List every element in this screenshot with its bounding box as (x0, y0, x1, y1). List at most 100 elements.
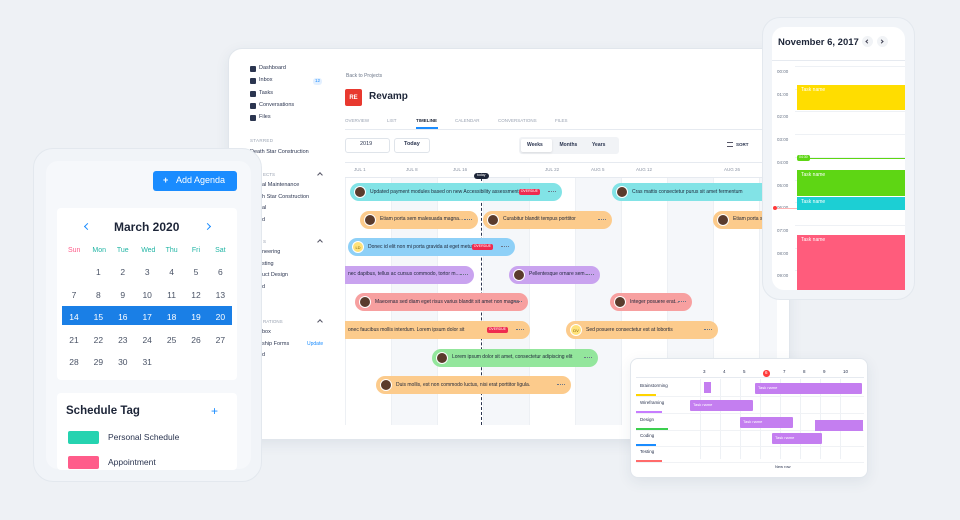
sidebar-item[interactable]: al Maintenance (262, 182, 300, 188)
day-cell[interactable]: 11 (167, 289, 176, 300)
sidebar-item[interactable]: Tasks (259, 89, 274, 96)
day-cell[interactable]: 28 (69, 357, 79, 368)
sidebar-item[interactable]: neering (262, 249, 281, 255)
day-cell[interactable]: 9 (120, 289, 126, 300)
task-bar[interactable]: Pellentesque ornare sem... (509, 265, 600, 284)
task-menu[interactable] (678, 301, 686, 303)
day-cell[interactable]: 26 (191, 334, 201, 345)
task-menu[interactable] (516, 329, 524, 330)
task-menu[interactable] (464, 218, 472, 220)
day-cell[interactable]: 7 (71, 289, 77, 300)
tab[interactable]: CALENDAR (455, 118, 480, 123)
gantt-bar[interactable]: Task name (690, 400, 753, 411)
day-cell[interactable]: 10 (142, 289, 152, 300)
task-menu[interactable] (460, 273, 468, 275)
day-cell[interactable]: 25 (166, 334, 177, 345)
sidebar-item[interactable]: d (262, 352, 266, 358)
day-cell[interactable]: 23 (118, 334, 128, 345)
task-bar[interactable]: Etiam porta sem malesuada magna... (360, 210, 478, 229)
task-bar[interactable]: Cras mattis consectetur purus sit amet f… (612, 183, 777, 201)
task-bar[interactable]: nec dapibus, tellus ac cursus commodo, t… (345, 265, 474, 284)
day-cell[interactable]: 1 (96, 267, 101, 277)
day-cell[interactable]: 5 (193, 267, 199, 277)
day-cell[interactable]: 20 (215, 312, 226, 323)
day-cell[interactable]: 19 (191, 312, 201, 323)
day-cell[interactable]: 6 (218, 267, 223, 277)
day-cell[interactable]: 14 (69, 312, 79, 323)
nav-button[interactable] (862, 36, 873, 47)
sidebar-item[interactable]: h Star Construction (262, 193, 310, 200)
task-bar[interactable]: LD Donec id elit non mi porta gravida at … (348, 238, 515, 257)
gantt-bar[interactable] (815, 420, 863, 431)
task-bar[interactable]: Updated payment modules based on new Acc… (350, 183, 562, 201)
tag-add[interactable]: + (211, 404, 219, 418)
task-bar[interactable]: Duis mollis, est non commodo luctus, nis… (376, 376, 571, 395)
today-button[interactable] (394, 138, 430, 153)
day-cell[interactable]: 4 (169, 267, 174, 277)
day-cell[interactable]: 30 (118, 357, 128, 368)
sidebar-item[interactable]: Files (259, 114, 271, 121)
day-cell[interactable]: 22 (93, 334, 104, 345)
day-cell[interactable]: 29 (93, 357, 104, 368)
task-menu[interactable] (598, 218, 606, 220)
sidebar-item[interactable]: d (262, 216, 266, 223)
gantt-bar[interactable] (704, 382, 711, 393)
task-menu[interactable] (514, 301, 522, 303)
year-select[interactable] (345, 138, 390, 153)
nav-button[interactable] (877, 36, 888, 47)
day-cell[interactable]: 12 (191, 289, 201, 300)
day-cell[interactable]: 13 (215, 289, 226, 300)
sidebar-item[interactable]: Conversations (259, 101, 295, 108)
tab[interactable]: OVERVIEW (345, 118, 370, 123)
sidebar-item[interactable]: al (262, 205, 267, 211)
day-cell[interactable]: 16 (118, 312, 128, 323)
sidebar-item[interactable]: Death Star Construction (250, 149, 309, 155)
gantt-new-row[interactable]: New row (775, 464, 791, 469)
task-menu[interactable] (557, 384, 565, 386)
task-bar[interactable]: onec faucibus mollis interdum. Lorem ips… (345, 321, 530, 339)
task-bar[interactable]: Lorem ipsum dolor sit amet, consectetur … (432, 348, 598, 367)
task-menu[interactable] (586, 273, 594, 275)
day-cell[interactable]: 17 (142, 312, 152, 323)
day-cell[interactable]: 31 (142, 357, 152, 368)
day-cell[interactable]: 8 (96, 289, 101, 300)
sidebar-item[interactable]: ship Forms (262, 340, 290, 347)
task-menu[interactable] (704, 329, 712, 330)
sort-label[interactable]: SORT (736, 142, 749, 147)
task-bar[interactable]: Curabitur blandit tempus porttitor (483, 210, 612, 229)
back-link[interactable]: Back to Projects (346, 73, 383, 79)
sidebar-item[interactable]: box (262, 329, 271, 335)
gantt-bar[interactable]: Task name (772, 433, 822, 444)
tab[interactable]: TIMELINE (416, 118, 437, 123)
day-cell[interactable]: 2 (120, 267, 126, 277)
day-cell[interactable]: 15 (93, 312, 104, 323)
task-menu[interactable] (501, 246, 509, 248)
event[interactable]: Task name (797, 170, 905, 196)
gantt-bar[interactable]: Task name (740, 417, 793, 428)
sidebar-item[interactable]: Dashboard (259, 65, 286, 71)
task-bar[interactable]: Integer posuere erat... (610, 293, 692, 312)
day-cell[interactable]: 18 (166, 312, 177, 323)
day-cell[interactable]: 3 (144, 267, 150, 277)
event[interactable]: Task name (797, 235, 905, 290)
view-option[interactable] (521, 139, 552, 152)
add-button[interactable] (153, 171, 237, 191)
gantt-bar[interactable]: Task name (755, 383, 862, 394)
tab[interactable]: CONVERSATIONS (498, 118, 537, 123)
sidebar-item[interactable]: d (262, 283, 266, 290)
sidebar-item[interactable]: Inbox (259, 77, 273, 84)
sidebar-item[interactable]: uct Design (262, 272, 288, 278)
task-menu[interactable] (548, 191, 556, 192)
task-bar[interactable]: DV Sed posuere consectetur est at loborti… (566, 321, 718, 339)
task-menu[interactable] (584, 356, 592, 358)
task-bar[interactable]: Etiam porta se... (713, 210, 777, 229)
day-cell[interactable]: 24 (142, 334, 152, 345)
event[interactable]: Task name (797, 85, 905, 110)
tab[interactable]: FILES (555, 118, 568, 123)
sidebar-item[interactable]: sting (262, 260, 274, 267)
task-bar[interactable]: Maecenas sed diam eget risus varius blan… (355, 293, 528, 312)
day-cell[interactable]: 21 (69, 334, 79, 345)
tab[interactable]: LIST (387, 118, 397, 123)
event[interactable]: Task name (797, 197, 905, 210)
sidebar-action[interactable]: Update (307, 341, 324, 347)
